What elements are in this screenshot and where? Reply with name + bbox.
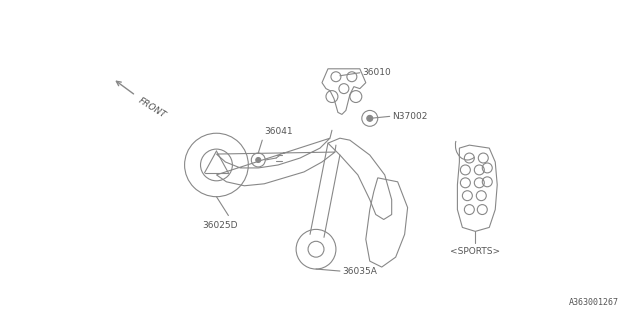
Text: FRONT: FRONT <box>137 96 168 119</box>
Circle shape <box>367 116 372 121</box>
Text: 36041: 36041 <box>264 127 293 136</box>
Text: 36035A: 36035A <box>342 267 377 276</box>
Text: N37002: N37002 <box>392 112 427 121</box>
Text: <SPORTS>: <SPORTS> <box>451 247 500 256</box>
Circle shape <box>256 157 260 163</box>
Text: 36010: 36010 <box>362 68 390 77</box>
Text: A363001267: A363001267 <box>569 298 619 307</box>
Text: 36025D: 36025D <box>203 221 238 230</box>
